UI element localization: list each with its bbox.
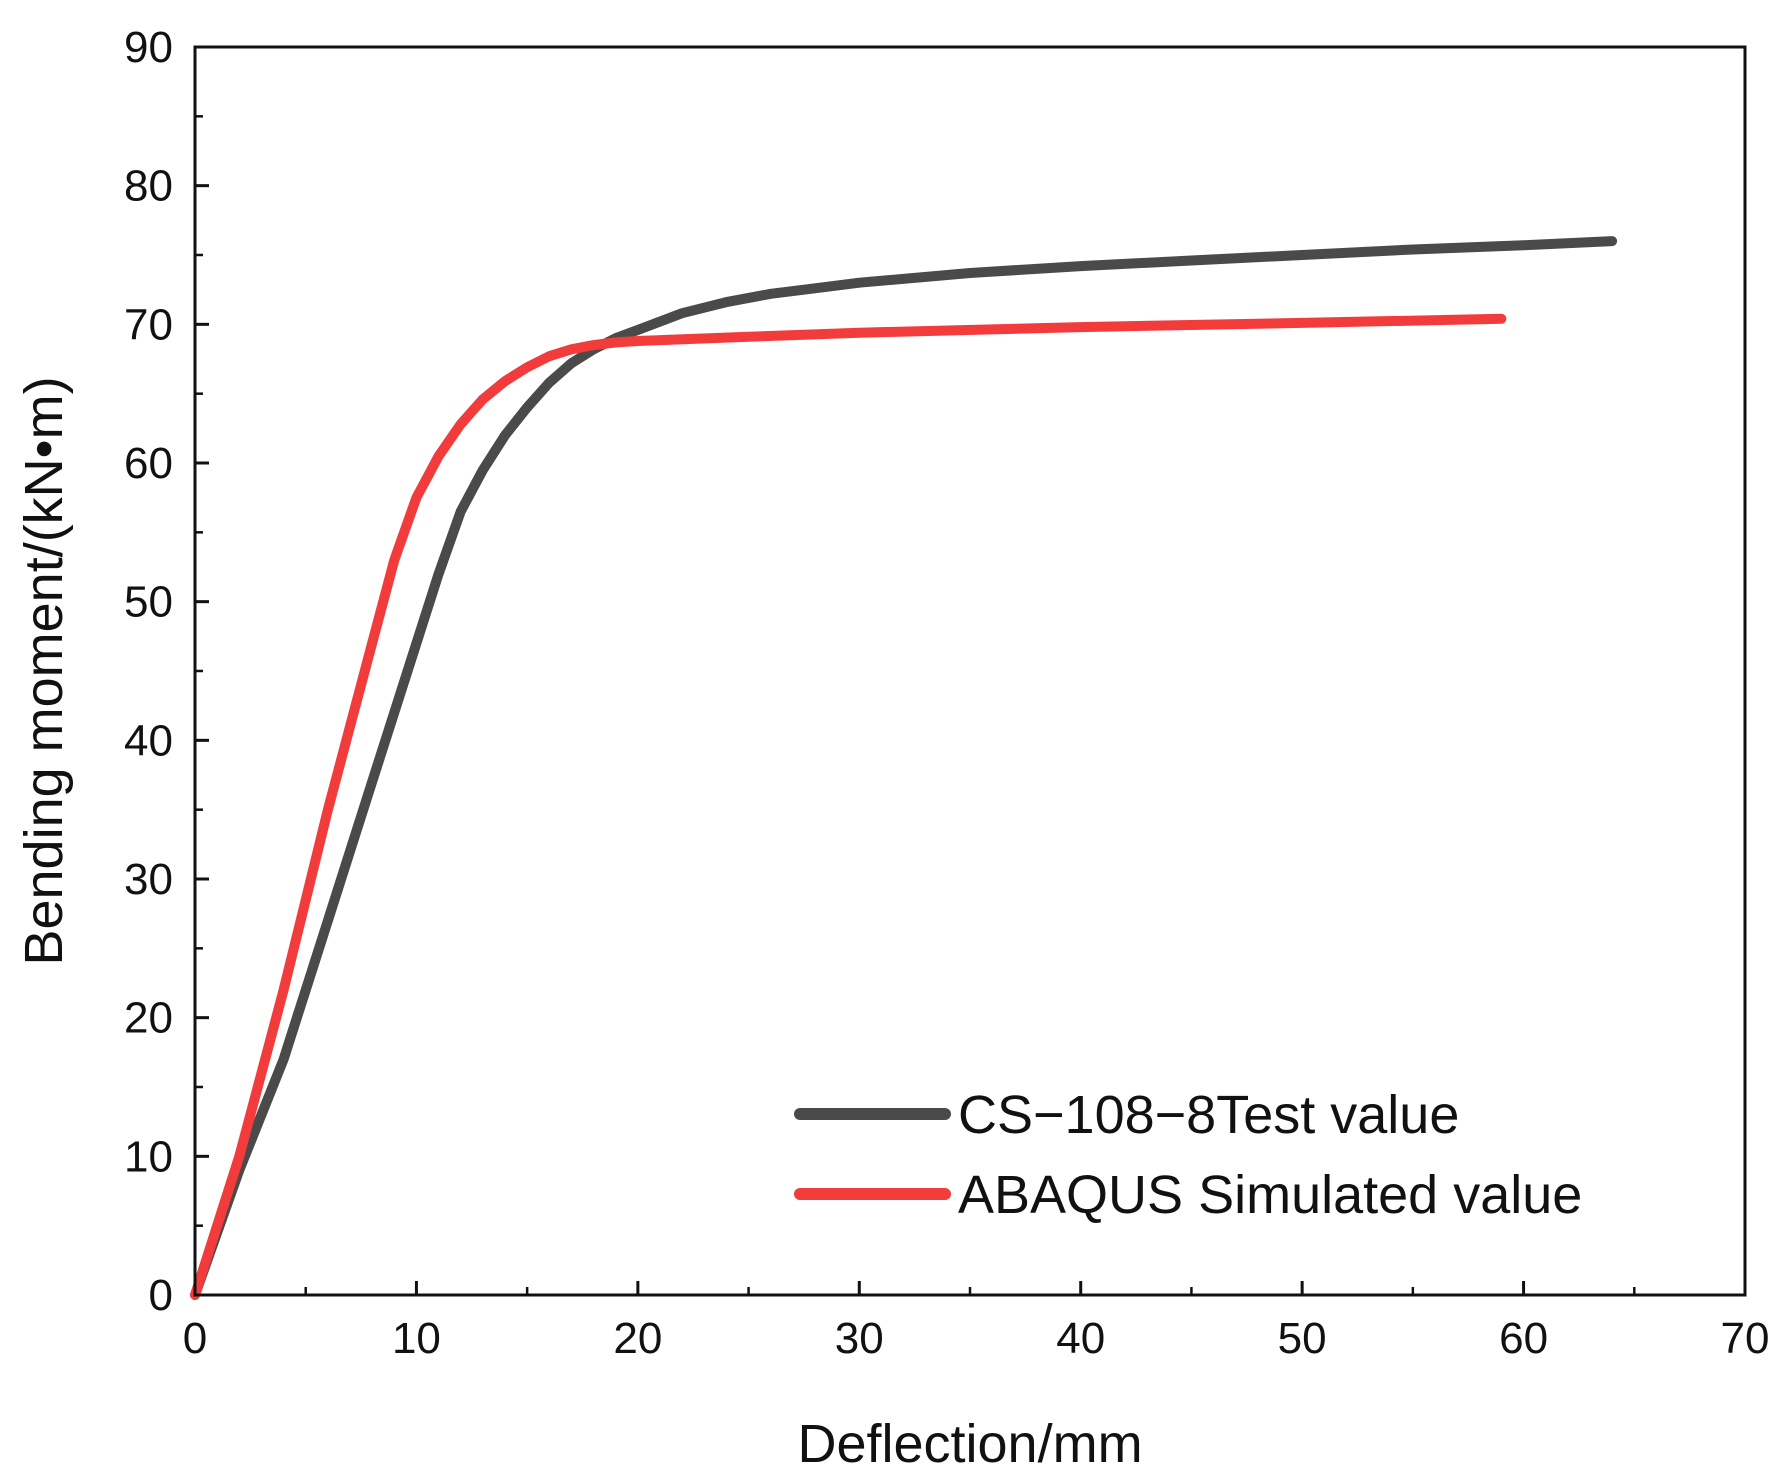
x-tick-label: 40 [1056,1314,1105,1363]
y-axis-title: Bending moment/(kN•m) [14,376,74,965]
x-tick-label: 70 [1721,1314,1770,1363]
y-tick-label: 60 [124,439,173,488]
y-tick-label: 20 [124,994,173,1043]
plot-series [190,236,1618,1300]
y-tick-label: 0 [149,1271,173,1320]
x-axis-ticks: 0 10 20 30 40 50 60 70 [183,1281,1770,1363]
x-tick-label: 0 [183,1314,207,1363]
series-line-simulated [190,313,1507,1300]
x-tick-label: 30 [835,1314,884,1363]
y-tick-label: 40 [124,716,173,765]
y-tick-label: 70 [124,300,173,349]
y-tick-label: 90 [124,23,173,72]
legend-label-test: CS−108−8Test value [958,1085,1459,1145]
y-axis-ticks: 0 10 20 30 40 50 60 70 80 90 [124,23,209,1320]
legend: CS−108−8Test value ABAQUS Simulated valu… [794,1085,1582,1225]
y-tick-label: 80 [124,162,173,211]
y-tick-label: 50 [124,578,173,627]
y-tick-label: 30 [124,855,173,904]
x-axis-title: Deflection/mm [797,1414,1142,1474]
x-tick-label: 60 [1499,1314,1548,1363]
x-tick-label: 50 [1278,1314,1327,1363]
legend-label-simulated: ABAQUS Simulated value [958,1165,1582,1225]
y-tick-label: 10 [124,1132,173,1181]
x-tick-label: 10 [392,1314,441,1363]
x-tick-label: 20 [613,1314,662,1363]
